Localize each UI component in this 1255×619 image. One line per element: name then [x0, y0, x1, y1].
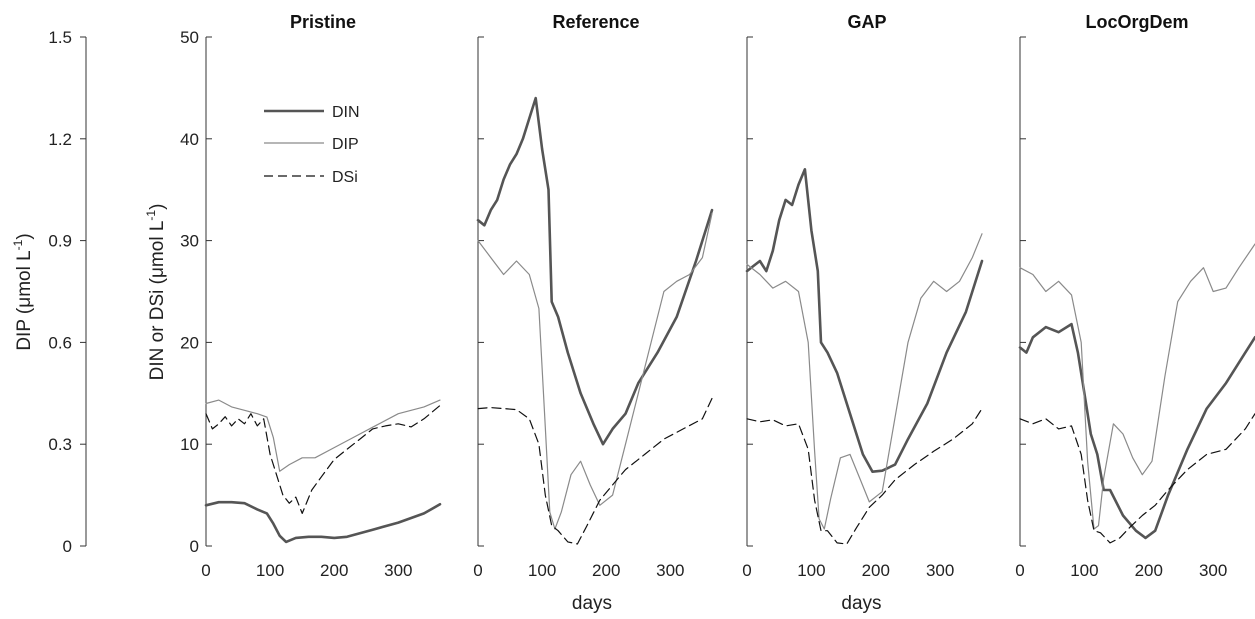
din-dsi-axis-tick-label: 50	[180, 28, 199, 47]
panel-title-pristine: Pristine	[290, 12, 356, 32]
din-dsi-axis-tick-label: 0	[190, 537, 199, 556]
x-tick-label: 200	[862, 561, 890, 580]
panel-gap: 0 100 200 300 days	[742, 36, 984, 614]
dip-axis-tick-label: 1.2	[48, 130, 72, 149]
din-dsi-axis-title-end: )	[147, 204, 168, 210]
series-line-din	[745, 168, 984, 474]
series-line-dsi	[477, 397, 713, 545]
dip-axis-tick-label: 1.5	[48, 28, 72, 47]
panel-title-gap: GAP	[847, 12, 886, 32]
x-axis-title: days	[572, 593, 612, 614]
series-line-dsi	[746, 408, 983, 545]
dip-axis-tick-label: 0.9	[48, 232, 72, 251]
x-tick-label: 300	[1199, 561, 1227, 580]
series-line-dip	[205, 399, 441, 472]
x-tick-label: 200	[1135, 561, 1163, 580]
din-dsi-axis-title: DIN or DSi (μmol L-1)	[144, 204, 168, 381]
x-tick-label: 100	[256, 561, 284, 580]
dip-axis-ticks: 0 0.3 0.6 0.9 1.2 1.5	[48, 28, 86, 556]
dip-axis-tick-label: 0.3	[48, 435, 72, 454]
din-dsi-axis-tick-label: 40	[180, 130, 199, 149]
series-line-dip	[1019, 243, 1255, 530]
x-tick-label: 300	[384, 561, 412, 580]
x-tick-label: 100	[797, 561, 825, 580]
x-tick-label: 0	[1015, 561, 1024, 580]
din-dsi-axis-title-sup: -1	[144, 210, 158, 221]
panel-title-reference: Reference	[552, 12, 639, 32]
x-tick-label: 300	[656, 561, 684, 580]
x-tick-label: 200	[592, 561, 620, 580]
series-line-din	[204, 500, 442, 544]
dip-axis-title-end: )	[14, 233, 35, 239]
series-line-din	[1018, 322, 1255, 540]
series-line-dip	[746, 233, 983, 530]
legend-label-dip: DIP	[332, 136, 359, 153]
dip-axis: 0 0.3 0.6 0.9 1.2 1.5 DIP (μmol L-1)	[11, 28, 87, 556]
x-tick-label: 0	[742, 561, 751, 580]
x-axis-title: days	[841, 593, 881, 614]
panel-title-locorgdem: LocOrgDem	[1085, 12, 1188, 32]
legend-label-din: DIN	[332, 104, 360, 121]
din-dsi-axis-tick-label: 20	[180, 333, 199, 352]
dip-axis-title-sup: -1	[11, 239, 25, 250]
legend: DIN DIP DSi	[264, 104, 360, 186]
panel-reference: 0 100 200 300 days	[473, 36, 714, 614]
x-tick-label: 0	[201, 561, 210, 580]
x-tick-label: 0	[473, 561, 482, 580]
x-tick-label: 200	[320, 561, 348, 580]
series-line-din	[476, 96, 714, 446]
series-line-dsi	[1019, 413, 1255, 544]
series-line-dsi	[205, 404, 441, 515]
dip-axis-tick-label: 0	[63, 537, 72, 556]
legend-label-dsi: DSi	[332, 169, 358, 186]
din-dsi-axis-tick-label: 10	[180, 435, 199, 454]
series-line-dip	[477, 212, 713, 530]
din-dsi-axis-tick-label: 30	[180, 232, 199, 251]
x-tick-label: 100	[528, 561, 556, 580]
panel-locorgdem: 0 100 200 300	[1015, 36, 1255, 580]
dip-axis-title: DIP (μmol L-1)	[11, 233, 35, 350]
dip-axis-tick-label: 0.6	[48, 333, 72, 352]
panel-pristine: 0 10 20 30 40 50 0 100 200 300	[180, 28, 442, 580]
x-tick-label: 300	[926, 561, 954, 580]
x-tick-label: 100	[1070, 561, 1098, 580]
